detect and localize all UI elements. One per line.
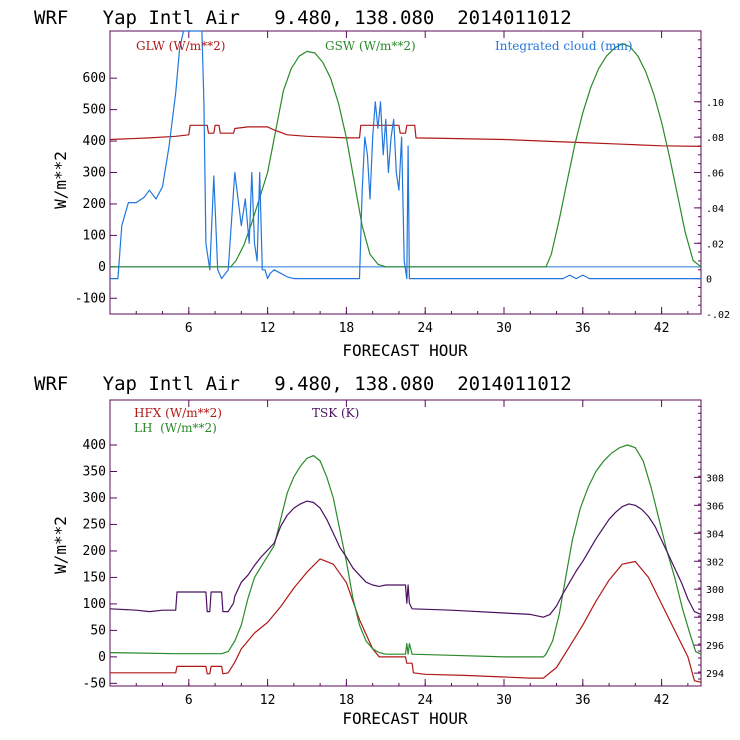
- y-axis-label: W/m**2: [51, 516, 70, 574]
- series-glw: [109, 124, 702, 147]
- y-axis-label: W/m**2: [51, 151, 70, 209]
- x-tick-label: 36: [575, 321, 591, 336]
- x-tick-label: 12: [260, 321, 276, 336]
- x-tick-label: 30: [496, 693, 512, 708]
- legend-lh: LH (W/m**2): [134, 421, 217, 435]
- x-tick-label: 42: [654, 693, 670, 708]
- plot-frame: [109, 399, 702, 687]
- x-tick-label: 30: [496, 321, 512, 336]
- x-tick-label: 6: [185, 693, 193, 708]
- y-tick-label: 100: [83, 228, 106, 243]
- y-tick-label: -100: [75, 291, 106, 306]
- y-tick-label: 250: [83, 517, 106, 532]
- series-layer: [109, 444, 702, 683]
- series-lh: [109, 444, 702, 658]
- legend-tsk: TSK (K): [312, 406, 359, 420]
- axis-ticks: 6 12 18 24 30 36 42 -50 0 50 100 150 200 250 300 350 400…: [83, 400, 724, 708]
- y-tick-label: -50: [83, 676, 106, 691]
- x-tick-label: 18: [339, 321, 355, 336]
- legend-integrated-cloud: Integrated cloud (mm): [495, 39, 633, 53]
- series-tsk: [109, 500, 702, 618]
- x-axis-label: FORECAST HOUR: [342, 709, 468, 728]
- legend-glw: GLW (W/m**2): [136, 39, 225, 53]
- y-tick-label: 400: [83, 134, 106, 149]
- series-gsw: [110, 42, 702, 268]
- y-tick-label: 500: [83, 103, 106, 118]
- y2-tick-label: .04: [706, 204, 724, 215]
- x-tick-label: 12: [260, 693, 276, 708]
- y-tick-label: 300: [83, 491, 106, 506]
- y-tick-label: 0: [98, 650, 106, 665]
- x-tick-label: 18: [339, 693, 355, 708]
- y-tick-label: 400: [83, 438, 106, 453]
- y-tick-label: 100: [83, 597, 106, 612]
- y2-tick-label: .06: [706, 169, 724, 180]
- x-tick-label: 6: [185, 321, 193, 336]
- series-integrated-cloud: [110, 30, 701, 280]
- legend-gsw: GSW (W/m**2): [325, 39, 416, 53]
- y-tick-label: 0: [98, 260, 106, 275]
- y2-tick-label: 308: [706, 473, 724, 484]
- chart-title: WRF Yap Intl Air 9.480, 138.080 20140110…: [34, 7, 572, 29]
- x-axis-label: FORECAST HOUR: [342, 341, 468, 360]
- chart-panel-top: WRF Yap Intl Air 9.480, 138.080 20140110…: [34, 7, 730, 360]
- y2-tick-label: 296: [706, 641, 724, 652]
- y-tick-label: 200: [83, 197, 106, 212]
- y2-tick-label: 302: [706, 557, 724, 568]
- y-tick-label: 350: [83, 465, 106, 480]
- y-tick-label: 300: [83, 166, 106, 181]
- axis-ticks: 6 12 18 24 30 36 42 -100 0 100 200 300 400 500 600 -.02…: [75, 31, 730, 336]
- legend-hfx: HFX (W/m**2): [134, 406, 222, 420]
- y2-tick-label: 298: [706, 613, 724, 624]
- x-tick-label: 36: [575, 693, 591, 708]
- chart-panel-bottom: WRF Yap Intl Air 9.480, 138.080 20140110…: [34, 373, 724, 728]
- y2-tick-label: 304: [706, 529, 724, 540]
- y2-tick-label: 294: [706, 669, 724, 680]
- y-tick-label: 150: [83, 570, 106, 585]
- x-tick-label: 24: [417, 321, 433, 336]
- y2-tick-label: .02: [706, 239, 724, 250]
- series-layer: [109, 30, 702, 280]
- y2-tick-label: -.02: [706, 310, 730, 321]
- y-tick-label: 600: [83, 71, 106, 86]
- y2-tick-label: .08: [706, 133, 724, 144]
- y2-tick-label: .10: [706, 98, 724, 109]
- chart-title: WRF Yap Intl Air 9.480, 138.080 20140110…: [34, 373, 572, 395]
- y-tick-label: 200: [83, 544, 106, 559]
- y2-tick-label: 300: [706, 585, 724, 596]
- x-tick-label: 24: [417, 693, 433, 708]
- y2-tick-label: 306: [706, 501, 724, 512]
- y-tick-label: 50: [90, 623, 106, 638]
- y2-tick-label: 0: [706, 275, 712, 286]
- series-hfx: [110, 558, 702, 683]
- x-tick-label: 42: [654, 321, 670, 336]
